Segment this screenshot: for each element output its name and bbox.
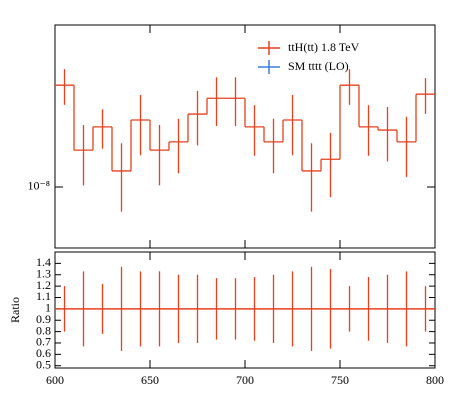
y-tick-label: 1 — [45, 301, 51, 315]
x-tick-label: 650 — [141, 373, 159, 387]
y-tick-label: 0.7 — [36, 335, 51, 349]
legend-label: SM tttt (LO) — [288, 59, 349, 73]
ratio-frame — [54, 251, 436, 369]
x-tick-label: 750 — [331, 373, 349, 387]
x-tick-label: 700 — [236, 373, 254, 387]
y-tick-label: 0.9 — [36, 312, 51, 326]
y-tick-label: 0.5 — [36, 357, 51, 371]
ratio-label: Ratio — [8, 297, 22, 323]
x-tick-label: 800 — [426, 373, 444, 387]
y-tick-label: 1.3 — [36, 266, 51, 280]
y-tick-label: 0.8 — [36, 323, 51, 337]
y-tick-label: 1.1 — [36, 289, 51, 303]
x-tick-label: 600 — [46, 373, 64, 387]
y-tick-label: 0.6 — [36, 346, 51, 360]
y-tick-label: 10⁻⁸ — [27, 179, 50, 193]
y-tick-label: 1.2 — [36, 278, 51, 292]
legend-label: ttH(tt) 1.8 TeV — [288, 40, 360, 54]
y-tick-label: 1.4 — [36, 255, 51, 269]
